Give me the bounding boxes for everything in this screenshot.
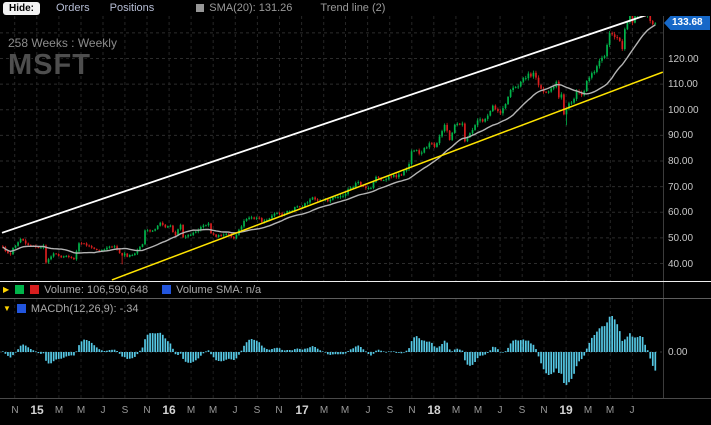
time-axis-label: S: [253, 405, 261, 416]
time-axis-label: M: [76, 405, 86, 416]
time-axis-label: 18: [427, 403, 441, 417]
time-axis-label: 16: [162, 403, 176, 417]
time-axis-label: S: [518, 405, 526, 416]
macd-swatch-icon: [16, 304, 26, 313]
volume-collapse-icon[interactable]: ▶: [3, 285, 10, 294]
time-axis-label: M: [54, 405, 64, 416]
time-axis-label: J: [629, 405, 635, 416]
time-axis-label: M: [340, 405, 350, 416]
time-axis-label: M: [451, 405, 461, 416]
price-axis-label: 40.00: [668, 259, 694, 270]
time-axis-label: N: [540, 405, 548, 416]
hide-button[interactable]: Hide:: [3, 1, 40, 15]
macd-collapse-icon[interactable]: ▼: [3, 304, 11, 313]
volume-sma-swatch-icon: [162, 285, 172, 294]
time-axis-label: N: [11, 405, 19, 416]
macd-zero-label: 0.00: [668, 347, 688, 358]
time-axis-label: J: [365, 405, 371, 416]
panel-separator-top: [0, 281, 711, 282]
time-axis-label: N: [408, 405, 416, 416]
price-axis-label: 120.00: [668, 54, 699, 65]
panel-separator-bottom: [0, 398, 711, 399]
last-price-badge: 133.68: [664, 16, 710, 30]
volume-value-label: Volume: 106,590,648: [44, 283, 149, 296]
time-axis-label: M: [319, 405, 329, 416]
trendline-legend-label: Trend line (2): [320, 2, 386, 14]
macd-histogram-svg[interactable]: [0, 299, 663, 398]
main-price-chart[interactable]: 258 Weeks : Weekly MSFT: [0, 16, 663, 282]
time-axis-label: S: [121, 405, 129, 416]
time-axis-label: M: [186, 405, 196, 416]
time-axis-label: N: [143, 405, 151, 416]
price-axis-label: 80.00: [668, 156, 694, 167]
volume-sma-label: Volume SMA: n/a: [176, 283, 262, 296]
sma-legend-label: SMA(20): 131.26: [209, 2, 293, 14]
macd-panel[interactable]: ▼ MACDh(12,26,9): -.34: [0, 299, 663, 398]
price-axis-label: 70.00: [668, 182, 694, 193]
sma-swatch-icon: [196, 4, 205, 12]
time-axis-label: M: [473, 405, 483, 416]
time-axis-label: M: [208, 405, 218, 416]
last-price-value: 133.68: [672, 17, 703, 28]
macd-value-label: MACDh(12,26,9): -.34: [30, 302, 139, 315]
time-axis-label: S: [386, 405, 394, 416]
price-axis-label: 60.00: [668, 207, 694, 218]
candlestick-chart-svg[interactable]: [0, 16, 663, 282]
time-axis-label: J: [100, 405, 106, 416]
price-axis-label: 100.00: [668, 105, 699, 116]
time-axis[interactable]: N 15 M M J S N 16 M M J S N 17 M M J S N 18 M M J S N 19 M M J: [0, 399, 663, 425]
time-axis-label: 17: [295, 403, 309, 417]
time-axis-label: N: [275, 405, 283, 416]
time-axis-label: 19: [559, 403, 573, 417]
volume-down-swatch-icon: [30, 285, 40, 294]
time-axis-label: M: [605, 405, 615, 416]
top-toolbar: Hide: Orders Positions SMA(20): 131.26 T…: [0, 0, 711, 16]
volume-panel-header: ▶ Volume: 106,590,648 Volume SMA: n/a: [3, 283, 275, 296]
macd-panel-header: ▼ MACDh(12,26,9): -.34: [3, 302, 153, 315]
trendline-legend[interactable]: Trend line (2): [320, 2, 385, 14]
price-axis-label: 50.00: [668, 233, 694, 244]
price-axis-label: 110.00: [668, 79, 698, 90]
volume-up-swatch-icon: [15, 285, 25, 294]
price-axis-label: 90.00: [668, 130, 694, 141]
sma-legend[interactable]: SMA(20): 131.26: [196, 2, 292, 14]
positions-tab[interactable]: Positions: [109, 2, 155, 14]
time-axis-label: 15: [30, 403, 44, 417]
price-axis[interactable]: 120.00 110.00 100.00 90.00 80.00 70.00 60.00 50…: [663, 16, 711, 399]
time-axis-label: J: [497, 405, 503, 416]
orders-tab[interactable]: Orders: [56, 2, 90, 14]
time-axis-label: J: [232, 405, 238, 416]
panel-separator-mid: [0, 298, 711, 299]
time-axis-label: M: [583, 405, 593, 416]
